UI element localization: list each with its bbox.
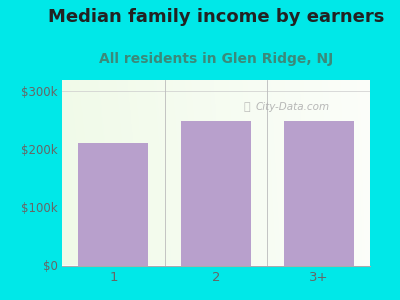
Bar	[78, 143, 148, 266]
Bar	[181, 121, 251, 266]
Text: Median family income by earners: Median family income by earners	[48, 8, 384, 26]
Text: ⦿: ⦿	[244, 102, 250, 112]
Bar	[284, 121, 354, 266]
Text: City-Data.com: City-Data.com	[256, 102, 330, 112]
Text: All residents in Glen Ridge, NJ: All residents in Glen Ridge, NJ	[99, 52, 333, 67]
